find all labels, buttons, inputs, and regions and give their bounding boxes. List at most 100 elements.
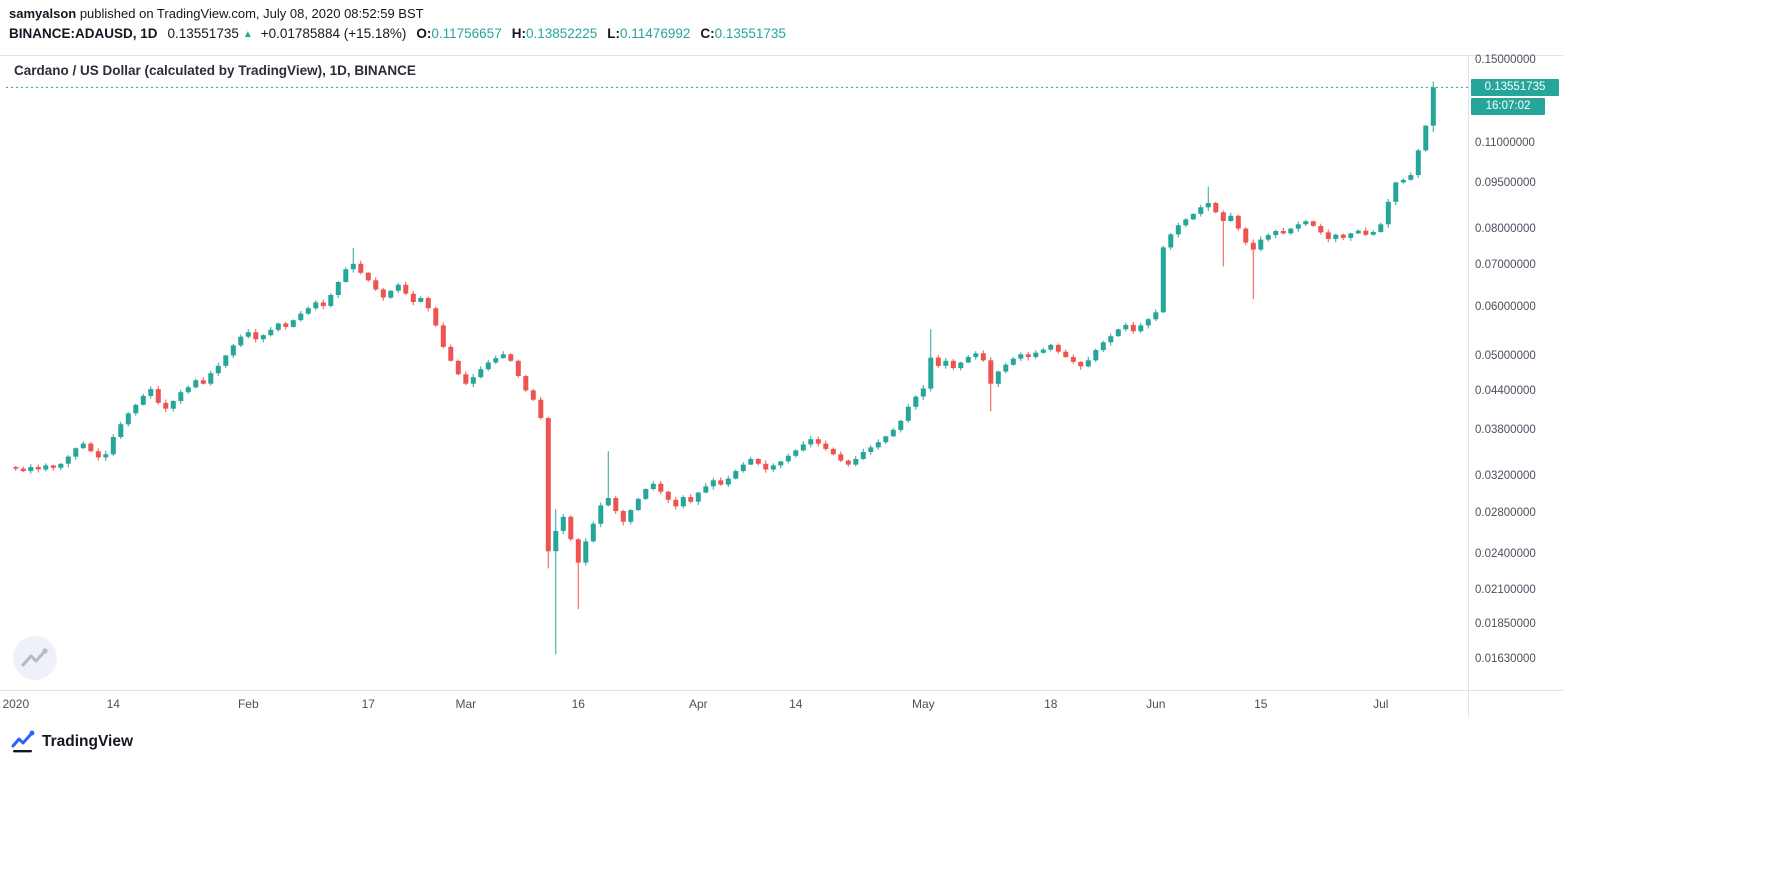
candle-body	[1318, 226, 1324, 233]
candle-body	[320, 302, 326, 306]
time-axis-separator	[0, 690, 1563, 691]
price-tick-label: 0.03800000	[1475, 424, 1536, 436]
candle-body	[500, 354, 506, 359]
price-tick-label: 0.05000000	[1475, 350, 1536, 362]
candle-body	[890, 429, 896, 437]
close-label: C:	[700, 26, 715, 41]
candle-body	[208, 373, 214, 384]
candle-body	[418, 298, 424, 302]
candle-body	[673, 499, 679, 507]
candle-body	[313, 302, 319, 309]
price-tick-label: 0.02100000	[1475, 584, 1536, 597]
candle-body	[65, 456, 71, 464]
candle-body	[560, 516, 566, 531]
candle-body	[80, 443, 86, 449]
candle-body	[395, 284, 401, 291]
candle-body	[1310, 221, 1316, 226]
candle-body	[1385, 201, 1391, 225]
candle-body	[133, 404, 139, 414]
low-label: L:	[607, 26, 621, 41]
candle-body	[260, 335, 266, 340]
candle-body	[928, 357, 934, 389]
candle-body	[335, 282, 341, 295]
candle-body	[1078, 361, 1084, 367]
tradingview-watermark-logo[interactable]	[13, 636, 57, 680]
candle-body	[808, 439, 814, 445]
price-tick-label: 0.02400000	[1475, 548, 1536, 561]
low-value: 0.11476992	[620, 26, 691, 41]
candle-body	[275, 323, 281, 330]
candle-body	[913, 396, 919, 407]
candle-body	[185, 387, 191, 393]
time-axis[interactable]: 2020 14 Feb 17 Mar 16 Apr 14 May 18 Jun 15 Jul	[0, 690, 1468, 717]
candle-body	[545, 418, 551, 552]
price-tick-label: 0.06000000	[1475, 300, 1536, 313]
candle-body	[620, 511, 626, 522]
candle-body	[478, 369, 484, 378]
candle-body	[1378, 224, 1384, 232]
candle-body	[553, 530, 559, 552]
open-value: 0.11756657	[431, 26, 502, 41]
author-name: samyalson	[9, 6, 77, 21]
candle-body	[725, 478, 731, 485]
tradingview-footer[interactable]: TradingView	[11, 730, 133, 754]
candle-body	[898, 420, 904, 430]
candle-body	[1355, 230, 1361, 234]
candle-body	[1205, 203, 1211, 208]
candle-body	[58, 463, 64, 468]
candle-body	[740, 464, 746, 472]
candle-body	[875, 442, 881, 448]
price-tick-label: 0.15000000	[1475, 53, 1536, 66]
price-tick-label: 0.08000000	[1475, 223, 1536, 236]
candle-body	[538, 399, 544, 418]
candle-body	[1010, 358, 1016, 365]
candle-body	[1340, 234, 1346, 238]
chart-legend-title[interactable]: Cardano / US Dollar (calculated by Tradi…	[14, 63, 416, 78]
candle-body	[583, 541, 589, 563]
candle-body	[1415, 150, 1421, 176]
candle-body	[380, 289, 386, 298]
tradingview-logo-icon	[11, 730, 35, 753]
candle-body	[605, 498, 611, 506]
price-tick-label: 0.09500000	[1475, 176, 1536, 189]
chart-pane[interactable]	[0, 0, 1468, 717]
candle-body	[763, 463, 769, 470]
price-tick-label: 0.02800000	[1475, 506, 1536, 519]
candle-body	[778, 461, 784, 466]
candle-body	[298, 313, 304, 321]
candle-body	[1325, 232, 1331, 239]
up-triangle-icon: ▲	[242, 29, 253, 40]
high-value: 0.13852225	[525, 26, 598, 41]
candle-body	[470, 377, 476, 384]
candle-body	[1145, 319, 1151, 326]
candle-body	[650, 483, 656, 489]
candle-body	[815, 439, 821, 444]
candle-body	[568, 516, 574, 540]
candle-body	[343, 269, 349, 282]
candle-body	[1190, 213, 1196, 220]
time-tick-label: Mar	[455, 697, 477, 711]
candle-body	[523, 376, 529, 391]
time-tick-label: 16	[571, 697, 585, 711]
candlestick-chart[interactable]	[0, 0, 1468, 717]
candle-body	[680, 497, 686, 507]
tradingview-brand-text[interactable]: TradingView	[42, 733, 134, 750]
candle-body	[1070, 357, 1076, 362]
candle-body	[710, 480, 716, 487]
candle-body	[935, 357, 941, 366]
candle-body	[1235, 215, 1241, 229]
candle-body	[1040, 349, 1046, 353]
candle-body	[1033, 352, 1039, 357]
candle-body	[823, 443, 829, 449]
price-tick-label: 0.01850000	[1475, 618, 1536, 631]
candle-body	[950, 360, 956, 368]
price-tick-label: 0.07000000	[1475, 259, 1536, 272]
candle-body	[1265, 235, 1271, 240]
candle-body	[1063, 351, 1069, 358]
candle-body	[1108, 336, 1114, 343]
candle-body	[590, 523, 596, 542]
candle-body	[800, 444, 806, 451]
candle-body	[793, 450, 799, 456]
price-axis[interactable]: 0.13551735 16:07:02 0.15000000 0.11000000…	[1469, 53, 1563, 690]
candle-body	[845, 460, 851, 465]
